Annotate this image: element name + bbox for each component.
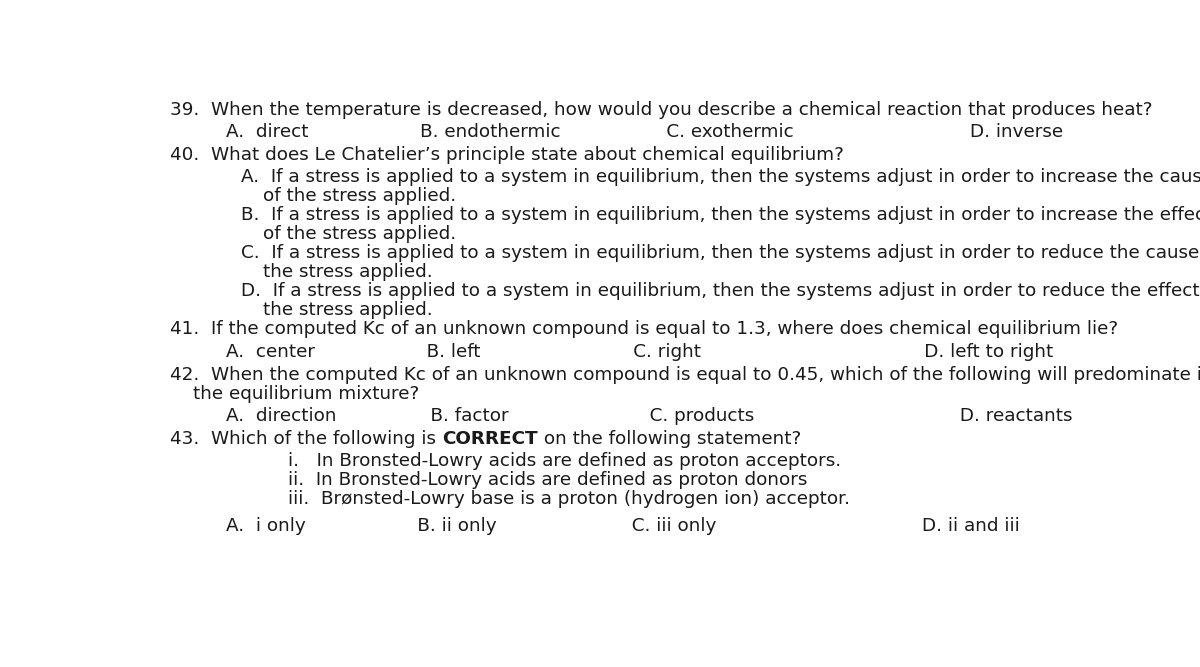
- Text: A.  If a stress is applied to a system in equilibrium, then the systems adjust i: A. If a stress is applied to a system in…: [241, 168, 1200, 186]
- Text: 42.  When the computed Kc of an unknown compound is equal to 0.45, which of the : 42. When the computed Kc of an unknown c…: [170, 366, 1200, 384]
- Text: of the stress applied.: of the stress applied.: [264, 225, 456, 243]
- Text: D.  If a stress is applied to a system in equilibrium, then the systems adjust i: D. If a stress is applied to a system in…: [241, 282, 1200, 300]
- Text: A.  direct                   B. endothermic                  C. exothermic      : A. direct B. endothermic C. exothermic: [227, 123, 1063, 141]
- Text: the equilibrium mixture?: the equilibrium mixture?: [193, 385, 419, 403]
- Text: ii.  In Bronsted-Lowry acids are defined as proton donors: ii. In Bronsted-Lowry acids are defined …: [288, 472, 808, 490]
- Text: A.  center                   B. left                          C. right          : A. center B. left C. right: [227, 343, 1054, 361]
- Text: CORRECT: CORRECT: [443, 430, 538, 448]
- Text: C.  If a stress is applied to a system in equilibrium, then the systems adjust i: C. If a stress is applied to a system in…: [241, 244, 1200, 262]
- Text: the stress applied.: the stress applied.: [264, 301, 433, 319]
- Text: i.   In Bronsted-Lowry acids are defined as proton acceptors.: i. In Bronsted-Lowry acids are defined a…: [288, 452, 841, 470]
- Text: 43.  Which of the following is: 43. Which of the following is: [170, 430, 443, 448]
- Text: 40.  What does Le Chatelier’s principle state about chemical equilibrium?: 40. What does Le Chatelier’s principle s…: [170, 146, 845, 164]
- Text: 39.  When the temperature is decreased, how would you describe a chemical reacti: 39. When the temperature is decreased, h…: [170, 101, 1153, 119]
- Text: A.  i only                   B. ii only                       C. iii only       : A. i only B. ii only C. iii only: [227, 516, 1020, 534]
- Text: the stress applied.: the stress applied.: [264, 263, 433, 281]
- Text: of the stress applied.: of the stress applied.: [264, 187, 456, 205]
- Text: 41.  If the computed Kc of an unknown compound is equal to 1.3, where does chemi: 41. If the computed Kc of an unknown com…: [170, 320, 1118, 338]
- Text: A.  direction                B. factor                        C. products       : A. direction B. factor C. products: [227, 407, 1073, 425]
- Text: B.  If a stress is applied to a system in equilibrium, then the systems adjust i: B. If a stress is applied to a system in…: [241, 206, 1200, 224]
- Text: on the following statement?: on the following statement?: [538, 430, 802, 448]
- Text: iii.  Brønsted-Lowry base is a proton (hydrogen ion) acceptor.: iii. Brønsted-Lowry base is a proton (hy…: [288, 490, 850, 508]
